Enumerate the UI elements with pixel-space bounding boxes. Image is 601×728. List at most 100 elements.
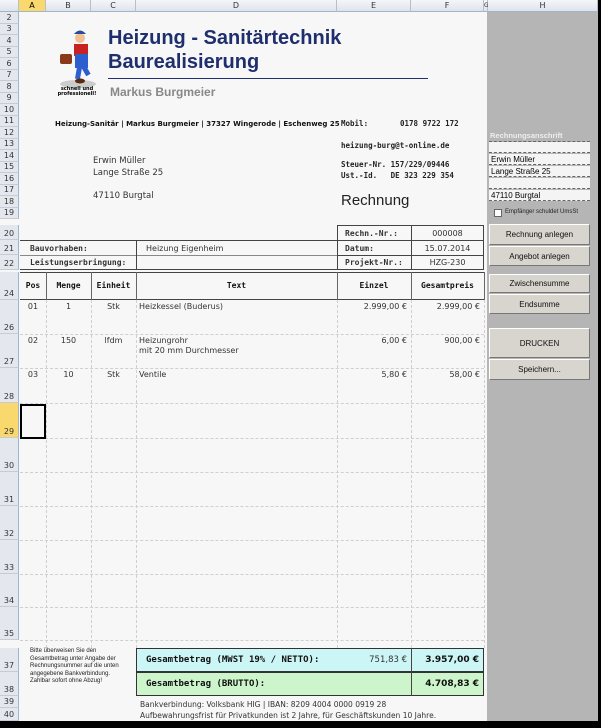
row-header[interactable]: 32 (0, 506, 19, 540)
row-header[interactable]: 8 (0, 81, 19, 93)
mobile-label: Mobil: (341, 119, 369, 128)
vat-id: Ust.-Id. DE 323 229 354 (341, 171, 454, 180)
row-text-line2[interactable]: mit 20 mm Durchmesser (139, 346, 239, 355)
row-pos[interactable]: 02 (27, 336, 39, 345)
active-cell-a29[interactable] (20, 404, 46, 439)
gross-total-label: Gesamtbetrag (BRUTTO): (146, 679, 266, 689)
row-unit[interactable]: Stk (107, 302, 120, 311)
net-total-row (136, 648, 484, 672)
invoice-number[interactable]: 000008 (432, 229, 463, 238)
column-text-header: Text (226, 281, 247, 290)
row-quantity[interactable]: 1 (65, 302, 72, 311)
row-header[interactable]: 29 (0, 403, 19, 438)
row-header[interactable]: 15 (0, 162, 19, 173)
net-total: 3.957,00 € (425, 655, 479, 665)
reverse-charge-label: Empfänger schuldet UmsSt (505, 209, 579, 215)
row-header[interactable]: 33 (0, 540, 19, 574)
column-header-h[interactable]: H (488, 0, 598, 12)
save-button[interactable]: Speichern... (489, 359, 590, 380)
row-quantity[interactable]: 10 (63, 370, 74, 379)
row-header[interactable]: 39 (0, 696, 19, 708)
row-header[interactable]: 11 (0, 116, 19, 127)
row-header[interactable]: 6 (0, 58, 19, 70)
document-title: Rechnung (341, 192, 410, 209)
row-text[interactable]: Heizungrohr (139, 336, 188, 345)
column-header-c[interactable]: C (91, 0, 136, 12)
gross-total-row (136, 672, 484, 696)
row-text[interactable]: Ventile (139, 370, 167, 379)
billing-address-line-1[interactable] (489, 142, 590, 153)
invoice-number-label: Rechn.-Nr.: (345, 229, 398, 238)
column-header-e[interactable]: E (337, 0, 411, 12)
row-total-price[interactable]: 2.999,00 € (436, 302, 480, 311)
select-all-corner[interactable] (0, 0, 19, 12)
row-total-price[interactable]: 58,00 € (449, 370, 480, 379)
row-header[interactable]: 26 (0, 300, 19, 334)
row-header[interactable]: 12 (0, 127, 19, 139)
row-header[interactable]: 13 (0, 139, 19, 150)
row-header[interactable]: 9 (0, 93, 19, 104)
subtotal-button[interactable]: Zwischensumme (489, 274, 590, 293)
row-quantity[interactable]: 150 (60, 336, 77, 345)
create-quote-button[interactable]: Angebot anlegen (489, 246, 590, 266)
row-unit-price[interactable]: 6,00 € (381, 336, 407, 345)
row-unit[interactable]: lfdm (104, 336, 123, 345)
row-header[interactable]: 18 (0, 196, 19, 208)
billing-address-line-2[interactable]: Erwin Müller (489, 154, 590, 165)
company-title-line2: Baurealisierung (108, 51, 260, 73)
email: heizung-burg@t-online.de (341, 141, 450, 150)
column-header-f[interactable]: F (411, 0, 484, 12)
reverse-charge-checkbox[interactable] (494, 209, 502, 217)
row-header[interactable]: 10 (0, 104, 19, 116)
row-header[interactable]: 16 (0, 173, 19, 185)
row-unit-price[interactable]: 2.999,00 € (363, 302, 407, 311)
row-pos[interactable]: 01 (27, 302, 39, 311)
project-number[interactable]: HZG-230 (429, 258, 466, 267)
create-invoice-button[interactable]: Rechnung anlegen (489, 224, 590, 245)
row-header[interactable]: 24 (0, 272, 19, 300)
row-pos[interactable]: 03 (27, 370, 39, 379)
row-header[interactable]: 17 (0, 185, 19, 196)
row-header[interactable]: 21 (0, 240, 19, 255)
row-header[interactable]: 3 (0, 24, 19, 35)
sender-address-line: Heizung-Sanitär | Markus Burgmeier | 373… (55, 120, 340, 128)
print-button[interactable]: DRUCKEN (489, 328, 590, 358)
row-header[interactable]: 28 (0, 368, 19, 403)
row-header[interactable]: 14 (0, 150, 19, 162)
row-header[interactable]: 31 (0, 472, 19, 506)
row-header[interactable]: 35 (0, 607, 19, 640)
row-header[interactable]: 30 (0, 438, 19, 472)
row-header[interactable]: 38 (0, 672, 19, 696)
row-text[interactable]: Heizkessel (Buderus) (139, 302, 223, 311)
row-header[interactable]: 19 (0, 208, 19, 219)
row-header[interactable]: 22 (0, 255, 19, 270)
construction-project[interactable]: Heizung Eigenheim (146, 244, 224, 253)
row-header[interactable]: 2 (0, 12, 19, 24)
row-header[interactable]: 37 (0, 648, 19, 672)
row-header[interactable]: 20 (0, 225, 19, 240)
row-header[interactable]: 40 (0, 708, 19, 721)
column-header-a[interactable]: A (19, 0, 46, 12)
billing-address-line-4[interactable] (489, 178, 590, 189)
invoice-date[interactable]: 15.07.2014 (424, 244, 471, 253)
column-header-g[interactable]: G (484, 0, 489, 12)
row-unit-price[interactable]: 5,80 € (381, 370, 407, 379)
vat-amount: 751,83 € (369, 655, 407, 665)
table-header-row (20, 272, 484, 300)
billing-address-line-3[interactable]: Lange Straße 25 (489, 166, 590, 177)
row-unit[interactable]: Stk (107, 370, 120, 379)
grand-total-button[interactable]: Endsumme (489, 294, 590, 314)
row-header[interactable]: 4 (0, 35, 19, 47)
column-header-b[interactable]: B (46, 0, 91, 12)
row-header[interactable]: 34 (0, 574, 19, 607)
payment-note: Bitte überweisen Sie den Gesamtbetrag un… (30, 648, 119, 684)
row-total-price[interactable]: 900,00 € (444, 336, 480, 345)
row-header[interactable]: 7 (0, 70, 19, 81)
column-header-d[interactable]: D (136, 0, 337, 12)
billing-address-line-5[interactable]: 47110 Burgtal (489, 190, 590, 201)
row-header[interactable]: 5 (0, 47, 19, 58)
column-einzel-header: Einzel (359, 281, 389, 290)
row-header[interactable]: 27 (0, 334, 19, 368)
owner-name: Markus Burgmeier (110, 85, 216, 99)
